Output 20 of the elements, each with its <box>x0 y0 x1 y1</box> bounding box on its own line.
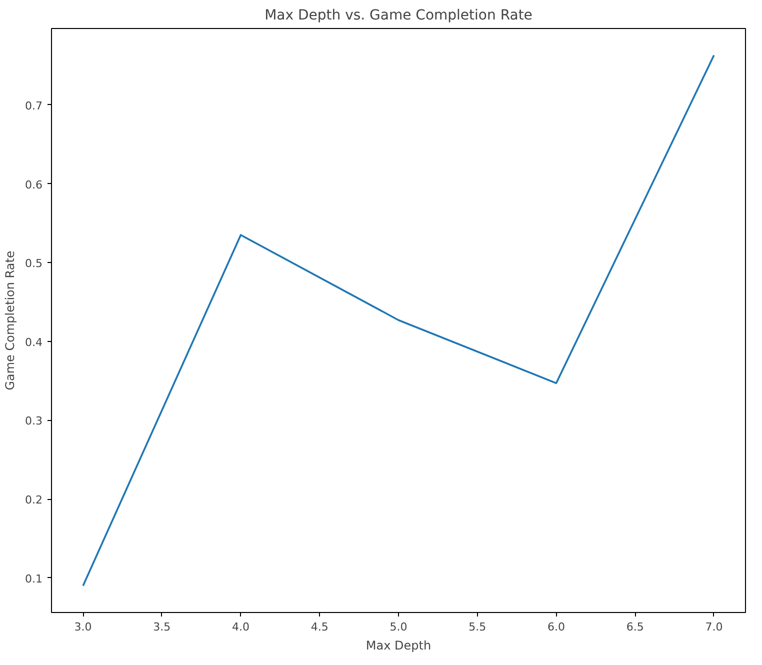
x-tick-label: 4.0 <box>232 620 250 634</box>
x-tick-label: 7.0 <box>705 620 723 634</box>
y-tick-label: 0.4 <box>25 336 43 349</box>
y-tick-label: 0.5 <box>25 257 43 270</box>
line-series <box>82 54 715 587</box>
x-tick-label: 5.5 <box>468 620 486 634</box>
y-axis-title: Game Completion Rate <box>3 250 18 390</box>
y-tick-label: 0.3 <box>25 414 43 428</box>
y-tick-label: 0.2 <box>25 494 43 507</box>
y-tick-label: 0.6 <box>25 178 43 192</box>
x-tick-label: 3.5 <box>153 620 171 634</box>
x-tick-label: 6.0 <box>547 620 565 634</box>
x-axis-title: Max Depth <box>366 638 432 652</box>
y-tick-label: 0.7 <box>25 99 43 112</box>
chart-title: Max Depth vs. Game Completion Rate <box>264 8 532 24</box>
x-tick-label: 5.0 <box>390 620 408 634</box>
x-tick-label: 4.5 <box>310 620 328 634</box>
x-tick-label: 3.0 <box>74 620 92 634</box>
y-tick-label: 0.1 <box>25 572 43 586</box>
x-tick-label: 6.5 <box>626 620 644 634</box>
